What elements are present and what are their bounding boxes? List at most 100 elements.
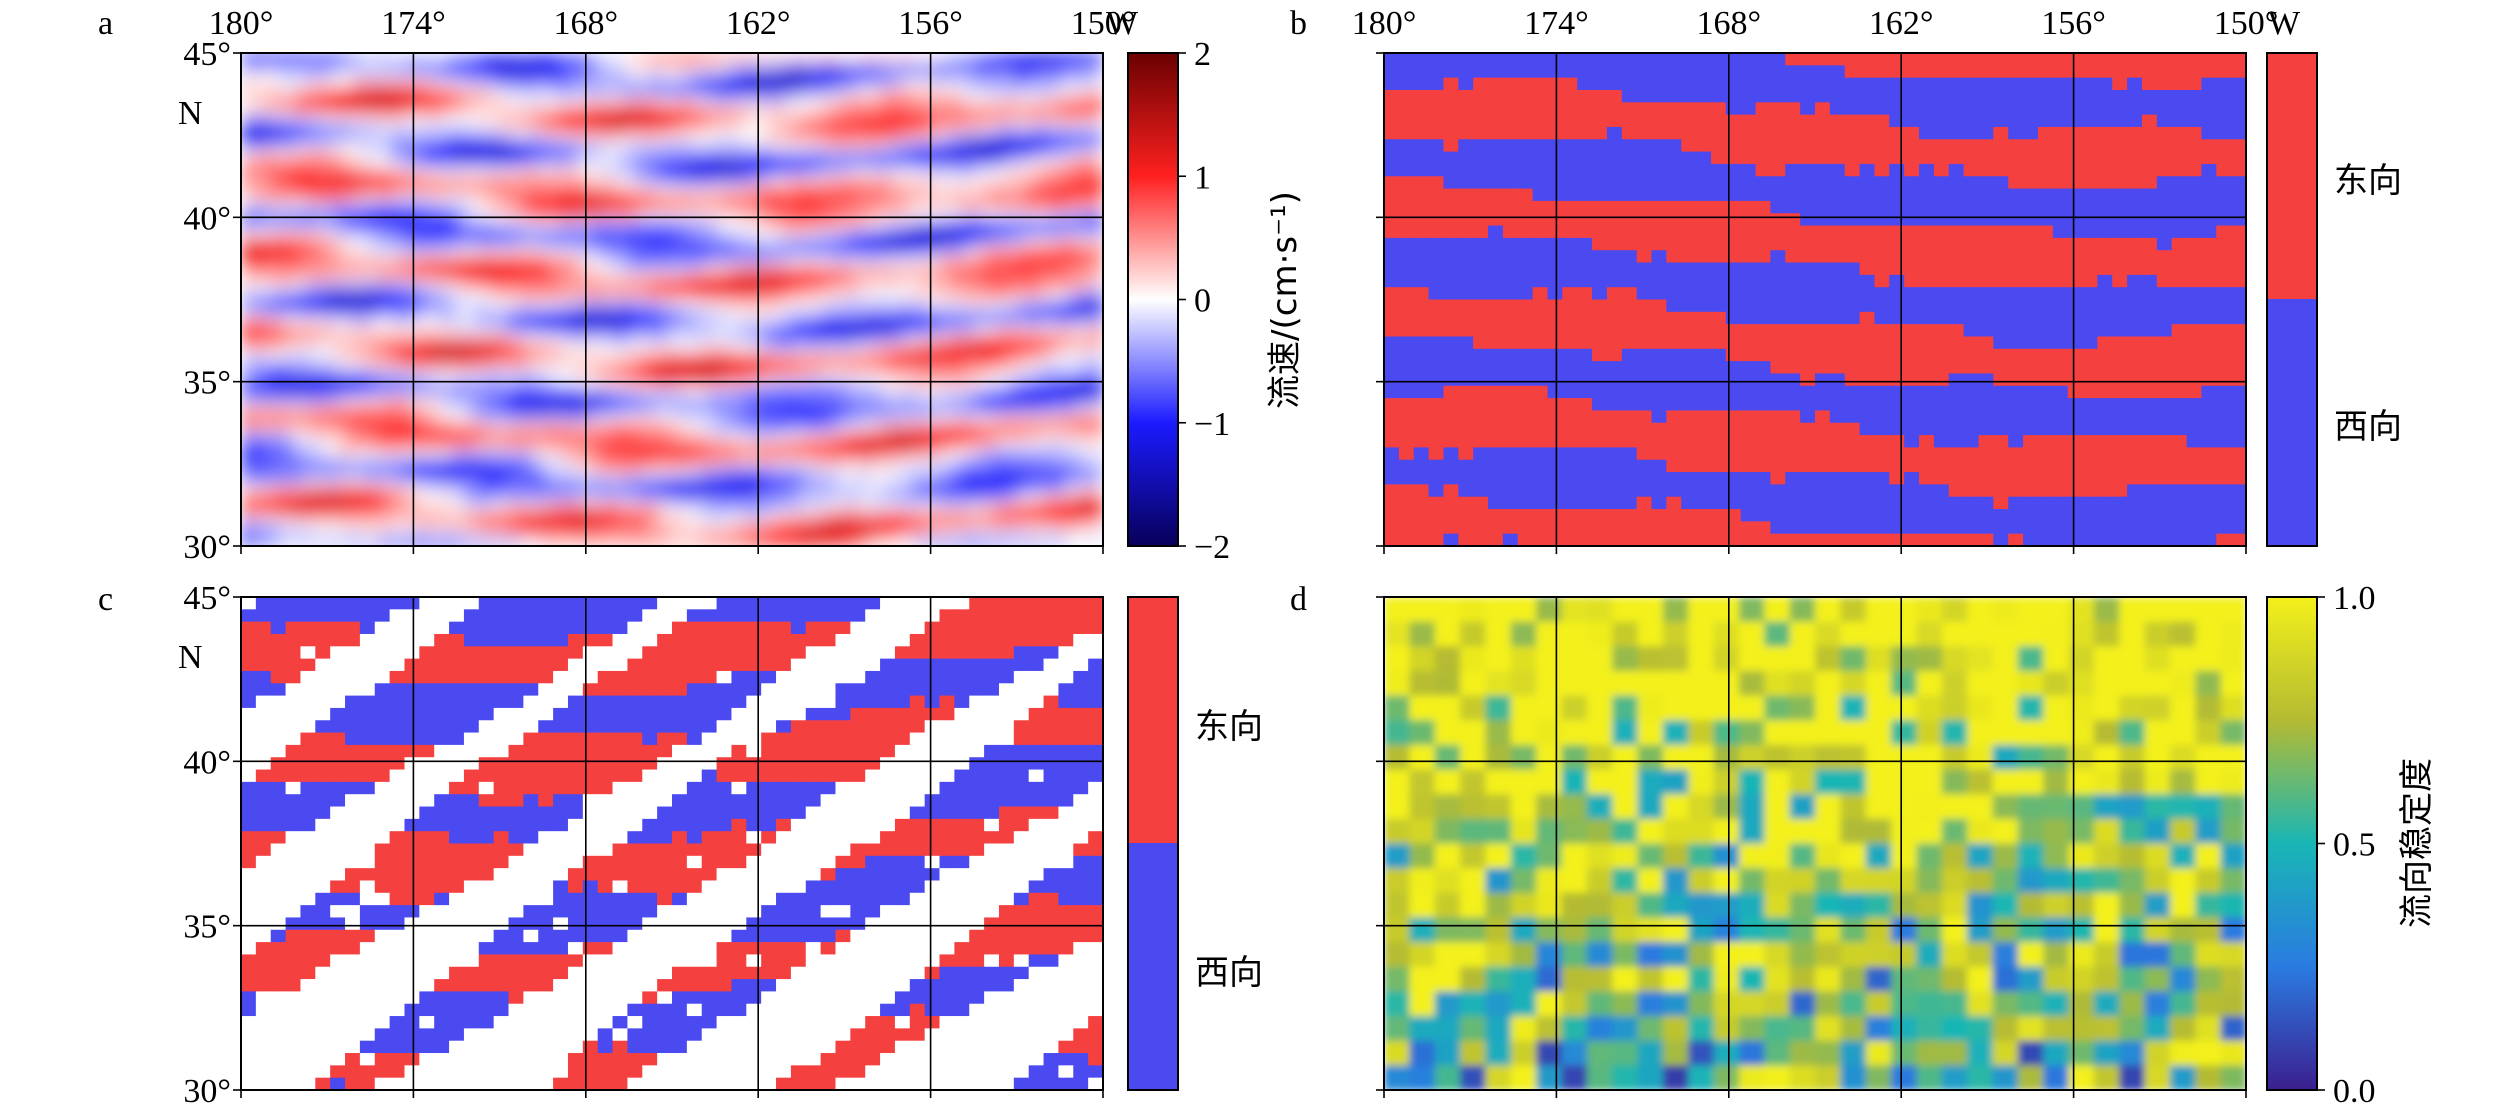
field-cell bbox=[603, 149, 613, 160]
field-cell bbox=[758, 79, 768, 89]
field-cell bbox=[1077, 413, 1087, 424]
field-cell bbox=[999, 237, 1009, 248]
field-cell bbox=[689, 422, 699, 433]
field-cell bbox=[559, 141, 570, 151]
field-cell bbox=[870, 158, 880, 169]
field-cell bbox=[878, 185, 889, 195]
field-cell bbox=[473, 343, 483, 353]
field-cell bbox=[559, 123, 570, 133]
field-cell bbox=[896, 141, 906, 151]
field-cell bbox=[603, 369, 613, 380]
field-cell bbox=[706, 457, 716, 468]
field-cell bbox=[1016, 123, 1027, 133]
field-cell bbox=[490, 449, 501, 459]
field-cell bbox=[628, 255, 639, 265]
field-cell bbox=[482, 158, 492, 169]
field-cell bbox=[327, 273, 337, 283]
field-cell bbox=[241, 396, 251, 406]
field-cell bbox=[327, 123, 337, 133]
field-cell bbox=[965, 475, 975, 485]
field-cell bbox=[525, 53, 535, 63]
field-cell bbox=[249, 246, 259, 257]
field-cell bbox=[585, 114, 596, 125]
field-cell bbox=[439, 141, 449, 151]
field-cell bbox=[1016, 220, 1027, 230]
field-cell bbox=[784, 114, 794, 125]
field-cell bbox=[965, 352, 975, 362]
field-cell bbox=[378, 220, 389, 230]
field-cell bbox=[594, 264, 604, 274]
field-cell bbox=[439, 123, 449, 133]
field-cell bbox=[1042, 88, 1052, 98]
field-cell bbox=[335, 317, 346, 327]
field-cell bbox=[775, 132, 785, 142]
field-cell bbox=[775, 396, 785, 406]
field-cell bbox=[266, 413, 277, 424]
field-cell bbox=[740, 158, 751, 169]
field-cell bbox=[266, 343, 277, 353]
field-cell bbox=[292, 299, 302, 309]
field-cell bbox=[413, 229, 423, 239]
field-cell bbox=[499, 290, 509, 301]
field-cell bbox=[965, 317, 975, 327]
field-cell bbox=[654, 141, 664, 151]
field-cell bbox=[1042, 475, 1052, 485]
field-cell bbox=[551, 343, 561, 353]
field-cell bbox=[482, 211, 492, 221]
field-cell bbox=[827, 61, 837, 72]
field-cell bbox=[577, 229, 587, 239]
field-cell bbox=[715, 475, 725, 485]
field-cell bbox=[327, 405, 337, 415]
field-cell bbox=[344, 255, 354, 265]
field-cell bbox=[473, 176, 483, 186]
field-cell bbox=[792, 273, 802, 283]
field-cell bbox=[1051, 237, 1061, 248]
field-cell bbox=[318, 317, 328, 327]
field-cell bbox=[482, 281, 492, 292]
field-cell bbox=[1051, 325, 1061, 336]
field-cell bbox=[344, 79, 354, 89]
field-cell bbox=[551, 132, 561, 142]
field-cell bbox=[585, 273, 596, 283]
field-cell bbox=[559, 343, 570, 353]
field-cell bbox=[896, 317, 906, 327]
field-cell bbox=[680, 343, 690, 353]
field-cell bbox=[266, 334, 277, 345]
field-cell bbox=[749, 220, 759, 230]
field-cell bbox=[603, 229, 613, 239]
field-cell bbox=[827, 264, 837, 274]
field-cell bbox=[439, 431, 449, 441]
field-cell bbox=[318, 202, 328, 213]
field-cell bbox=[680, 158, 690, 169]
field-cell bbox=[1077, 61, 1087, 72]
field-cell bbox=[861, 440, 871, 450]
field-cell bbox=[853, 299, 863, 309]
field-cell bbox=[982, 431, 992, 441]
field-cell bbox=[309, 325, 320, 336]
field-cell bbox=[766, 334, 777, 345]
field-cell bbox=[732, 123, 742, 133]
field-cell bbox=[663, 105, 673, 116]
field-cell bbox=[715, 211, 725, 221]
field-cell bbox=[275, 132, 285, 142]
field-cell bbox=[887, 290, 897, 301]
field-cell bbox=[559, 484, 570, 494]
field-cell bbox=[482, 466, 492, 477]
field-cell bbox=[844, 237, 854, 248]
field-cell bbox=[930, 264, 940, 274]
field-cell bbox=[344, 88, 354, 98]
field-cell bbox=[835, 264, 845, 274]
field-cell bbox=[1059, 97, 1070, 107]
field-cell bbox=[1042, 308, 1052, 318]
field-cell bbox=[447, 449, 458, 459]
field-cell bbox=[456, 255, 466, 265]
field-cell bbox=[766, 176, 777, 186]
field-cell bbox=[853, 273, 863, 283]
field-cell bbox=[387, 440, 397, 450]
field-cell bbox=[559, 237, 570, 248]
field-cell bbox=[499, 405, 509, 415]
field-cell bbox=[904, 149, 914, 160]
field-cell bbox=[680, 167, 690, 177]
field-cell bbox=[378, 317, 389, 327]
field-cell bbox=[1016, 299, 1027, 309]
